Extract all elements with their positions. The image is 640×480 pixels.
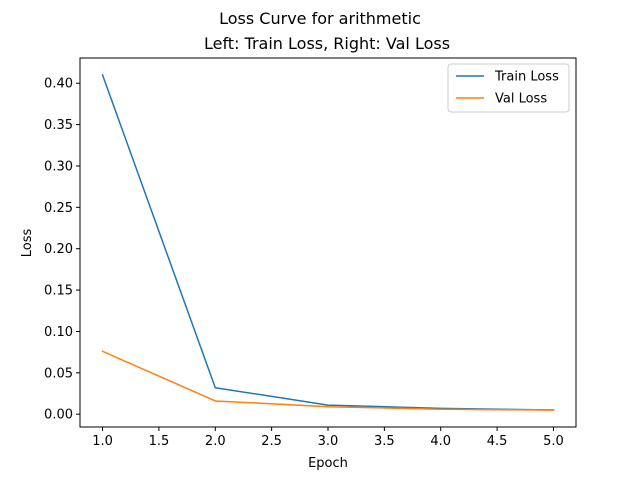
x-axis-label: Epoch <box>308 456 348 471</box>
x-tick-label: 4.0 <box>430 434 451 449</box>
y-tick-label: 0.05 <box>44 366 73 381</box>
y-tick-label: 0.25 <box>44 201 73 216</box>
chart-title: Loss Curve for arithmetic <box>219 9 421 28</box>
y-tick-label: 0.15 <box>44 284 73 299</box>
x-tick-label: 5.0 <box>543 434 564 449</box>
axes-frame <box>79 57 577 428</box>
chart-subtitle: Left: Train Loss, Right: Val Loss <box>204 34 450 53</box>
y-axis: 0.00 0.05 0.10 0.15 0.20 0.25 0.30 0.35 0.40 <box>44 77 80 423</box>
x-tick-label: 1.5 <box>149 434 170 449</box>
legend-label-1: Val Loss <box>495 92 547 107</box>
y-tick-label: 0.35 <box>44 118 73 133</box>
legend: Train Loss Val Loss <box>447 63 570 113</box>
x-axis: 1.0 1.5 2.0 2.5 3.0 3.5 4.0 4.5 5.0 <box>92 427 564 449</box>
series-line-1 <box>101 350 555 411</box>
legend-label-0: Train Loss <box>494 70 559 85</box>
x-tick-label: 1.0 <box>92 434 113 449</box>
x-tick-label: 2.0 <box>205 434 226 449</box>
y-tick-label: 0.40 <box>44 77 73 92</box>
y-tick-label: 0.30 <box>44 159 73 174</box>
x-tick-label: 3.0 <box>318 434 339 449</box>
legend-entries: Train Loss Val Loss <box>456 70 559 107</box>
x-tick-label: 3.5 <box>374 434 395 449</box>
plot-area <box>79 57 577 428</box>
y-tick-label: 0.00 <box>44 408 73 423</box>
y-axis-label: Loss <box>20 229 35 258</box>
series-line-0 <box>101 74 555 411</box>
y-tick-label: 0.20 <box>44 242 73 257</box>
y-tick-label: 0.10 <box>44 325 73 340</box>
series-layer <box>101 74 555 411</box>
x-tick-label: 4.5 <box>487 434 508 449</box>
x-tick-label: 2.5 <box>261 434 282 449</box>
